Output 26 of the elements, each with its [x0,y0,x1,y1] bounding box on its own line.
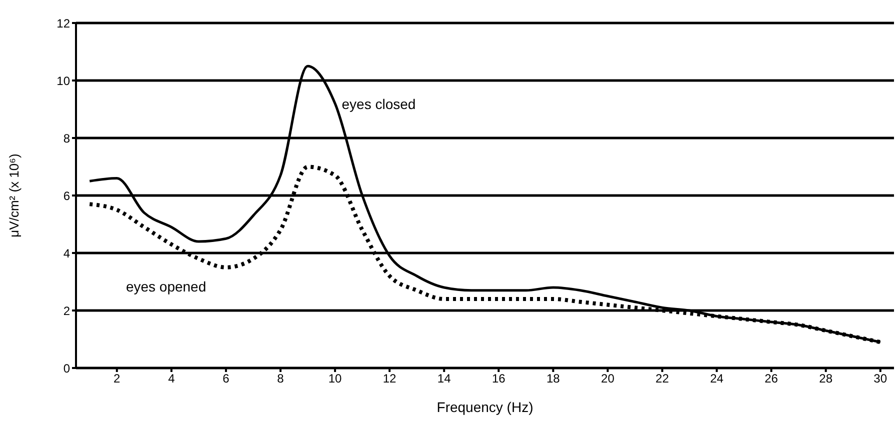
y-tick-label: 2 [63,304,70,318]
y-tick-label: 0 [63,361,70,376]
x-axis-title: Frequency (Hz) [436,399,534,415]
x-tick-label: 30 [874,372,888,386]
y-tick-label: 8 [63,131,70,146]
x-tick-label: 26 [764,372,778,386]
x-tick-label: 12 [382,372,397,386]
x-tick-label: 24 [710,372,724,386]
x-tick-label: 2 [114,372,121,386]
x-tick-label: 10 [328,372,342,386]
y-tick-label: 12 [56,16,70,30]
x-tick-label: 6 [222,372,230,386]
x-tick-label: 4 [168,372,176,386]
x-tick-label: 20 [601,372,615,386]
y-axis-title: μV/cm² (x 10⁶) [6,154,22,238]
y-tick-label: 10 [56,74,70,88]
x-tick-label: 8 [277,372,284,386]
y-tick-label: 6 [63,188,70,203]
x-tick-label: 14 [437,372,452,386]
y-tick-label: 4 [63,246,70,260]
x-tick-label: 22 [656,372,670,386]
x-tick-label: 16 [492,372,506,386]
x-tick-label: 28 [819,372,833,386]
x-tick-label: 18 [546,372,560,386]
series-label: eyes closed [342,96,416,112]
series-label: eyes opened [126,278,206,294]
